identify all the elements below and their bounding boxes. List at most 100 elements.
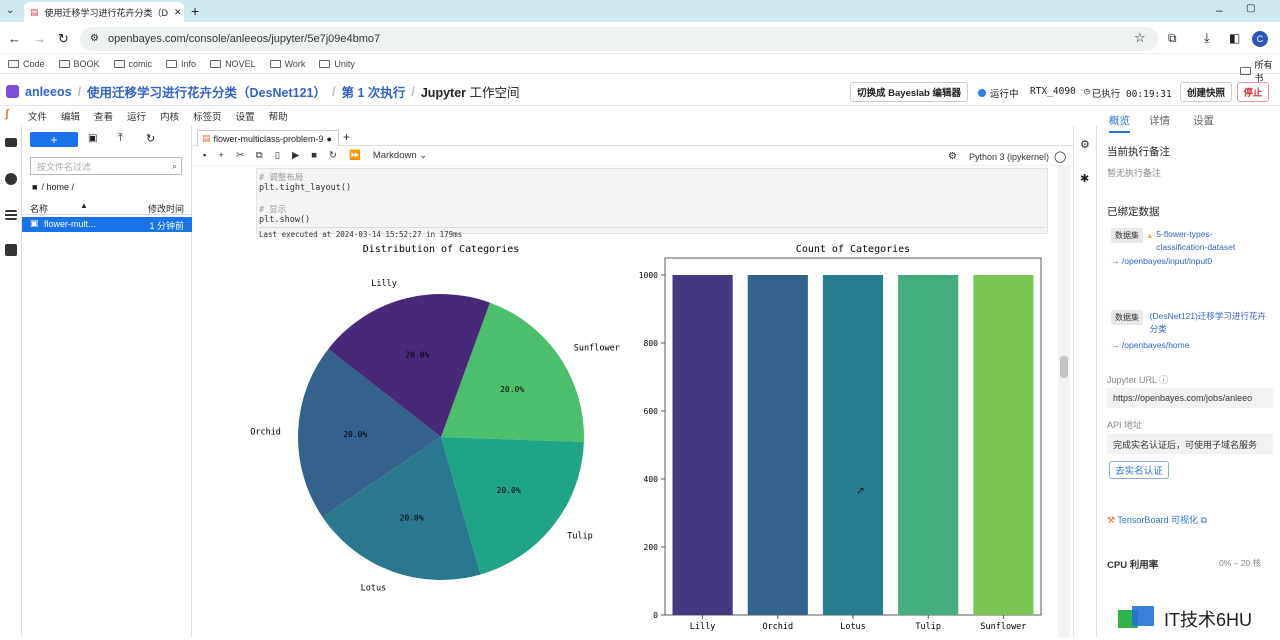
file-row[interactable]: ▣ flower-mult... 1 分钟前: [22, 217, 192, 232]
jupyter-url-value: https://openbayes.com/jobs/anleeo: [1113, 393, 1252, 403]
bookmark-book[interactable]: BOOK: [59, 59, 100, 69]
clock-icon: ◷: [1084, 86, 1090, 100]
api-value: 完成实名认证后，可使用子域名服务: [1113, 438, 1257, 451]
panel-tab-settings[interactable]: 设置: [1193, 113, 1214, 128]
bookmark-unity[interactable]: Unity: [319, 59, 355, 69]
new-tab-button[interactable]: +: [191, 3, 199, 19]
interrupt-icon[interactable]: ■: [311, 150, 317, 161]
toc-icon[interactable]: [5, 210, 17, 220]
add-tab-icon[interactable]: +: [343, 130, 350, 144]
running-icon[interactable]: [5, 173, 17, 185]
dataset2-mount: → /openbayes/home: [1111, 340, 1277, 350]
create-snapshot-button[interactable]: 创建快照: [1180, 82, 1232, 102]
site-info-icon[interactable]: ⚙: [90, 33, 99, 44]
insert-cell-icon[interactable]: +: [218, 150, 224, 161]
kernel-name[interactable]: Python 3 (ipykernel): [969, 152, 1049, 162]
copy-icon[interactable]: ⧉: [256, 150, 263, 161]
jupyter-url-field[interactable]: https://openbayes.com/jobs/anleeo: [1107, 388, 1273, 408]
menu-view[interactable]: 查看: [94, 109, 113, 123]
bookmark-label: NOVEL: [225, 59, 256, 69]
menu-tabs[interactable]: 标签页: [193, 109, 222, 123]
code-comment: # 显示: [259, 203, 1045, 215]
menu-kernel[interactable]: 内核: [160, 109, 179, 123]
property-inspector-icon[interactable]: ⚙: [1080, 138, 1090, 151]
paste-icon[interactable]: ▯: [275, 150, 280, 161]
scrollbar-thumb[interactable]: [1060, 356, 1068, 378]
menu-settings[interactable]: 设置: [236, 109, 255, 123]
new-launcher-button[interactable]: +: [30, 132, 78, 147]
kernel-settings-icon[interactable]: ⚙: [948, 151, 957, 162]
path-label: / home /: [41, 182, 74, 192]
menu-edit[interactable]: 编辑: [61, 109, 80, 123]
project-link[interactable]: 使用迁移学习进行花卉分类（DesNet121）: [87, 82, 326, 101]
workspace-bold: Jupyter: [421, 86, 466, 100]
dataset-card-1: 数据集 ▴ 5-flower-types-classification-data…: [1111, 228, 1277, 266]
dataset1-link[interactable]: 5-flower-types-classification-dataset: [1156, 228, 1246, 254]
col-modified[interactable]: 修改时间: [148, 202, 184, 215]
run-icon[interactable]: ▶: [292, 150, 299, 161]
restart-icon[interactable]: ↻: [329, 150, 337, 161]
file-filter-input[interactable]: 按文件名过滤 ⌕: [30, 157, 182, 175]
bookmark-label: BOOK: [74, 59, 100, 69]
back-icon[interactable]: ←: [8, 31, 21, 46]
minimize-icon[interactable]: –: [1216, 3, 1223, 17]
run-all-icon[interactable]: ⏩: [349, 150, 361, 161]
debugger-icon[interactable]: ✱: [1080, 172, 1089, 185]
verify-button[interactable]: 去实名认证: [1109, 461, 1169, 479]
extension-icon[interactable]: [5, 244, 17, 256]
code-cell[interactable]: # 调整布局 plt.tight_layout() # 显示 plt.show(…: [256, 168, 1048, 234]
cell-type-select[interactable]: Markdown ⌄: [373, 150, 427, 161]
folder-icon[interactable]: [5, 138, 17, 147]
download-icon[interactable]: ⤓: [1204, 30, 1210, 46]
refresh-icon[interactable]: ↻: [146, 132, 155, 145]
bookmark-novel[interactable]: NOVEL: [210, 59, 256, 69]
bookmark-label: Unity: [334, 59, 355, 69]
tensorboard-link[interactable]: ⚒ TensorBoard 可视化 ⧉: [1107, 513, 1207, 526]
run-link[interactable]: 第 1 次执行: [341, 82, 405, 101]
tab-favicon-icon: ▤: [30, 7, 39, 18]
save-icon[interactable]: ▪: [203, 150, 206, 161]
tab-list-chevron-icon[interactable]: ⌄: [6, 5, 14, 16]
forward-icon[interactable]: →: [33, 31, 46, 46]
bookmark-work[interactable]: Work: [270, 59, 306, 69]
menu-help[interactable]: 帮助: [269, 109, 288, 123]
new-folder-icon[interactable]: ▣: [88, 133, 97, 144]
panel-tab-overview[interactable]: 概览: [1109, 113, 1130, 133]
notebook-scrollbar[interactable]: [1058, 166, 1070, 637]
menu-run[interactable]: 运行: [127, 109, 146, 123]
stop-button[interactable]: 停止: [1237, 82, 1269, 102]
pie-pct-label: 20.0%: [497, 486, 521, 495]
notebook-tabbar: ▤ flower-multiclass-problem-9 ● +: [193, 128, 1073, 146]
notebook-tab[interactable]: ▤ flower-multiclass-problem-9 ●: [197, 130, 339, 146]
upload-icon[interactable]: ⤒: [118, 132, 123, 145]
bookmark-code[interactable]: Code: [8, 59, 45, 69]
bookmark-star-icon[interactable]: ☆: [1134, 30, 1146, 46]
tab-close-icon[interactable]: ✕: [174, 7, 182, 18]
notebook-file-icon: ▣: [30, 218, 39, 229]
pie-pct-label: 20.0%: [343, 430, 367, 439]
browser-tab[interactable]: ▤ 使用迁移学习进行花卉分类（D ✕: [24, 2, 184, 22]
folder-icon: [210, 60, 221, 68]
unsaved-dot-icon[interactable]: ●: [327, 134, 332, 144]
bar: [898, 275, 958, 615]
bookmark-info[interactable]: Info: [166, 59, 196, 69]
user-link[interactable]: anleeos: [25, 85, 72, 99]
y-tick-label: 200: [644, 543, 659, 552]
url-field[interactable]: openbayes.com/console/anleeos/jupyter/5e…: [80, 27, 1158, 51]
cut-icon[interactable]: ✂: [236, 150, 244, 161]
bookmark-comic[interactable]: comic: [114, 59, 153, 69]
folder-icon: [166, 60, 177, 68]
switch-editor-button[interactable]: 切换成 Bayeslab 编辑器: [850, 82, 968, 102]
dataset2-link[interactable]: (DesNet121)迁移学习进行花卉分类: [1150, 310, 1268, 336]
breadcrumb[interactable]: ■/ home /: [32, 182, 74, 192]
panel-tab-details[interactable]: 详情: [1149, 113, 1170, 128]
reload-icon[interactable]: ↻: [58, 31, 69, 47]
profile-avatar[interactable]: C: [1252, 31, 1268, 47]
col-name[interactable]: 名称: [30, 202, 48, 215]
restore-icon[interactable]: ▢: [1246, 3, 1255, 14]
dataset-tag: 数据集: [1111, 310, 1143, 325]
extensions-icon[interactable]: ⧉: [1168, 31, 1177, 46]
sidebar-icon[interactable]: ◧: [1229, 31, 1240, 45]
menu-file[interactable]: 文件: [28, 109, 47, 123]
pie-category-label: Lilly: [371, 279, 397, 289]
